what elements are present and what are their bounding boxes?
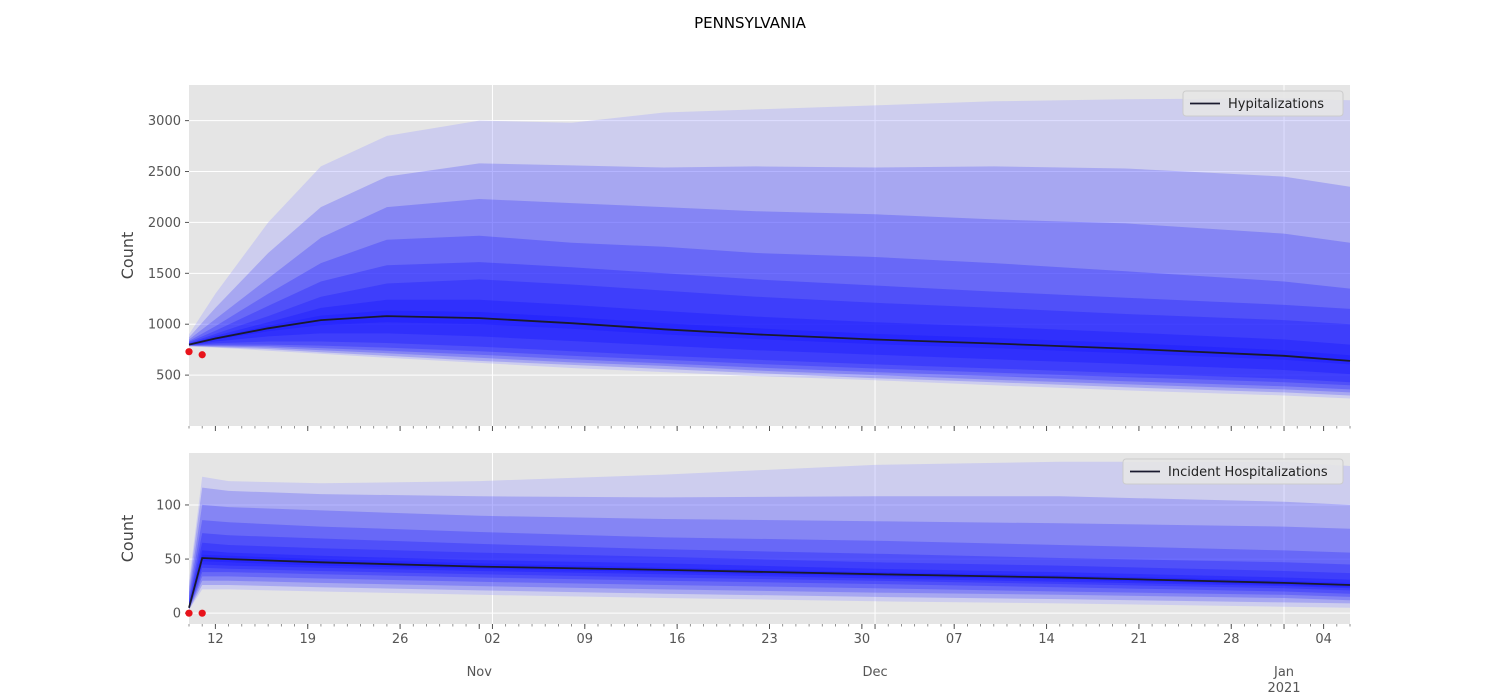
uncertainty-band [189, 98, 1350, 399]
legend-label: Incident Hospitalizations [1168, 465, 1328, 480]
uncertainty-band [189, 235, 1350, 390]
uncertainty-band [189, 199, 1350, 393]
x-month-label: Jan [1273, 665, 1294, 680]
uncertainty-band [189, 262, 1350, 386]
x-tick-label: 12 [207, 632, 224, 647]
uncertainty-band [189, 550, 1350, 608]
y-axis-label: Count [118, 515, 137, 563]
y-tick-label: 1500 [148, 267, 181, 282]
median-line [188, 557, 1351, 609]
uncertainty-band [189, 520, 1350, 609]
observed-point [185, 609, 193, 617]
x-month-label: Dec [862, 665, 887, 680]
x-tick-label: 16 [669, 632, 686, 647]
y-tick-label: 100 [156, 498, 181, 513]
median-line [188, 315, 1351, 362]
y-tick-label: 50 [164, 553, 181, 568]
hospitalizations-panel: 500 1000 1500 2000 2500 3000 Count Hypitalizati… [118, 85, 1351, 429]
y-tick-label: 2000 [148, 216, 181, 231]
legend-label: Hypitalizations [1228, 97, 1324, 112]
y-axis-label: Count [118, 232, 137, 280]
y-tick-label: 500 [156, 369, 181, 384]
y-tick-label: 1000 [148, 318, 181, 333]
legend-box [1122, 458, 1344, 485]
x-tick-label: 14 [1038, 632, 1055, 647]
uncertainty-band [189, 461, 1350, 610]
plot-background [189, 85, 1350, 426]
uncertainty-band [189, 487, 1350, 610]
uncertainty-band [189, 310, 1350, 365]
x-tick-label: 28 [1223, 632, 1240, 647]
incident-hospitalizations-panel: 0 50 100 Count Incident Hospitalizations [118, 453, 1351, 627]
y-tick-label: 0 [173, 607, 181, 622]
x-month-label: Nov [467, 665, 493, 680]
x-tick-label: 30 [854, 632, 871, 647]
figure-title: PENNSYLVANIA [694, 14, 807, 32]
observed-point [185, 348, 193, 356]
x-tick-label: 02 [484, 632, 501, 647]
x-tick-label: 07 [946, 632, 963, 647]
x-tick-label: 23 [761, 632, 778, 647]
y-tick-label: 3000 [148, 114, 181, 129]
x-tick-label: 19 [299, 632, 316, 647]
uncertainty-band [189, 533, 1350, 609]
x-tick-label: 26 [392, 632, 409, 647]
uncertainty-band [189, 279, 1350, 383]
uncertainty-band [189, 554, 1350, 608]
y-tick-label: 2500 [148, 165, 181, 180]
x-tick-label: 04 [1315, 632, 1332, 647]
x-year-label: 2021 [1267, 681, 1300, 696]
legend: Incident Hospitalizations [1122, 458, 1344, 485]
legend-box [1182, 90, 1344, 117]
x-tick-label: 09 [577, 632, 594, 647]
uncertainty-band [189, 163, 1350, 396]
legend: Hypitalizations [1182, 90, 1344, 117]
observed-point [198, 609, 206, 617]
uncertainty-band [189, 542, 1350, 608]
observed-point [198, 351, 206, 359]
x-tick-label: 21 [1131, 632, 1148, 647]
uncertainty-band [189, 504, 1350, 609]
